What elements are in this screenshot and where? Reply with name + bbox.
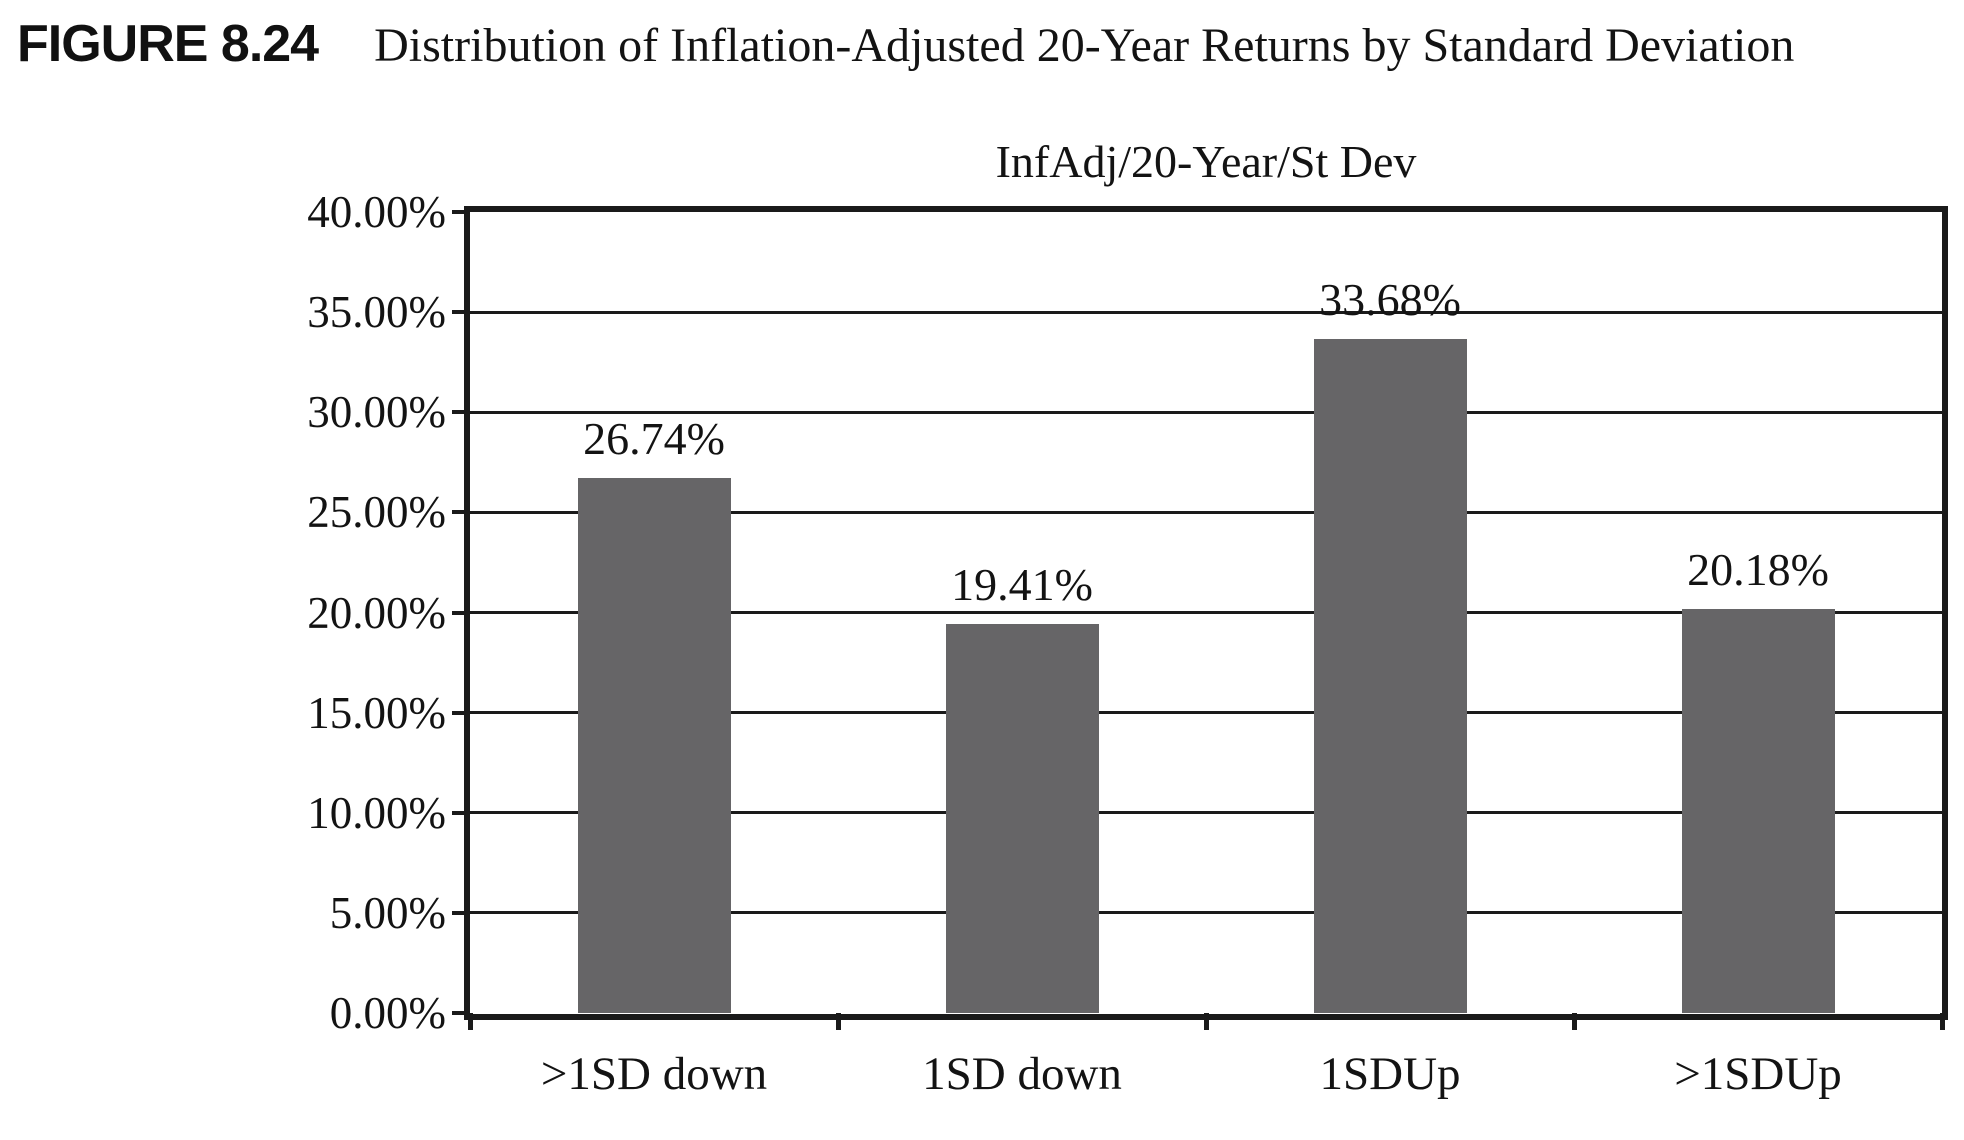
y-tick-mark [452, 210, 470, 214]
bar [1313, 338, 1467, 1013]
y-tick-mark [452, 710, 470, 715]
gridline [470, 811, 1942, 815]
bar-value-label: 20.18% [1687, 543, 1829, 595]
x-tick-mark [1939, 1013, 1945, 1030]
x-tick-mark [835, 1013, 841, 1030]
x-category-label: >1SD down [540, 1048, 768, 1100]
y-tick-label: 0.00% [329, 988, 446, 1038]
chart-title: InfAdj/20-Year/St Dev [995, 136, 1417, 187]
y-tick-mark [452, 810, 470, 815]
figure-title: Distribution of Inflation-Adjusted 20-Ye… [374, 19, 1795, 72]
x-category-label: 1SD down [922, 1048, 1122, 1100]
bar [1681, 608, 1835, 1013]
gridline [470, 310, 1942, 314]
y-tick-mark [452, 510, 470, 515]
y-tick-mark [452, 310, 470, 315]
figure-label: FIGURE 8.24 [17, 15, 319, 73]
y-tick-mark [452, 410, 470, 415]
bar [945, 624, 1099, 1013]
x-tick-mark [467, 1013, 473, 1030]
bar [577, 477, 731, 1013]
bar-value-label: 33.68% [1319, 273, 1461, 325]
figure-header: FIGURE 8.24 Distribution of Inflation-Ad… [17, 14, 1794, 74]
y-tick-label: 40.00% [307, 187, 446, 237]
bar-value-label: 19.41% [951, 559, 1093, 611]
y-tick-label: 35.00% [307, 287, 446, 338]
y-tick-label: 15.00% [307, 687, 446, 738]
x-category-label: 1SDUp [1319, 1048, 1461, 1100]
y-tick-mark [452, 1011, 470, 1015]
gridline [470, 911, 1942, 915]
gridline [470, 711, 1942, 715]
gridline [470, 510, 1942, 514]
gridline [470, 410, 1942, 414]
x-tick-mark [1571, 1013, 1577, 1030]
y-tick-mark [452, 610, 470, 615]
y-tick-label: 10.00% [307, 787, 446, 838]
y-tick-label: 5.00% [329, 887, 446, 938]
x-category-label: >1SDUp [1674, 1048, 1842, 1100]
y-tick-mark [452, 910, 470, 915]
y-tick-label: 25.00% [307, 487, 446, 538]
gridline [470, 611, 1942, 614]
y-tick-label: 20.00% [307, 587, 446, 638]
x-tick-mark [1203, 1013, 1209, 1030]
bar-value-label: 26.74% [583, 412, 725, 464]
y-tick-label: 30.00% [307, 387, 446, 438]
